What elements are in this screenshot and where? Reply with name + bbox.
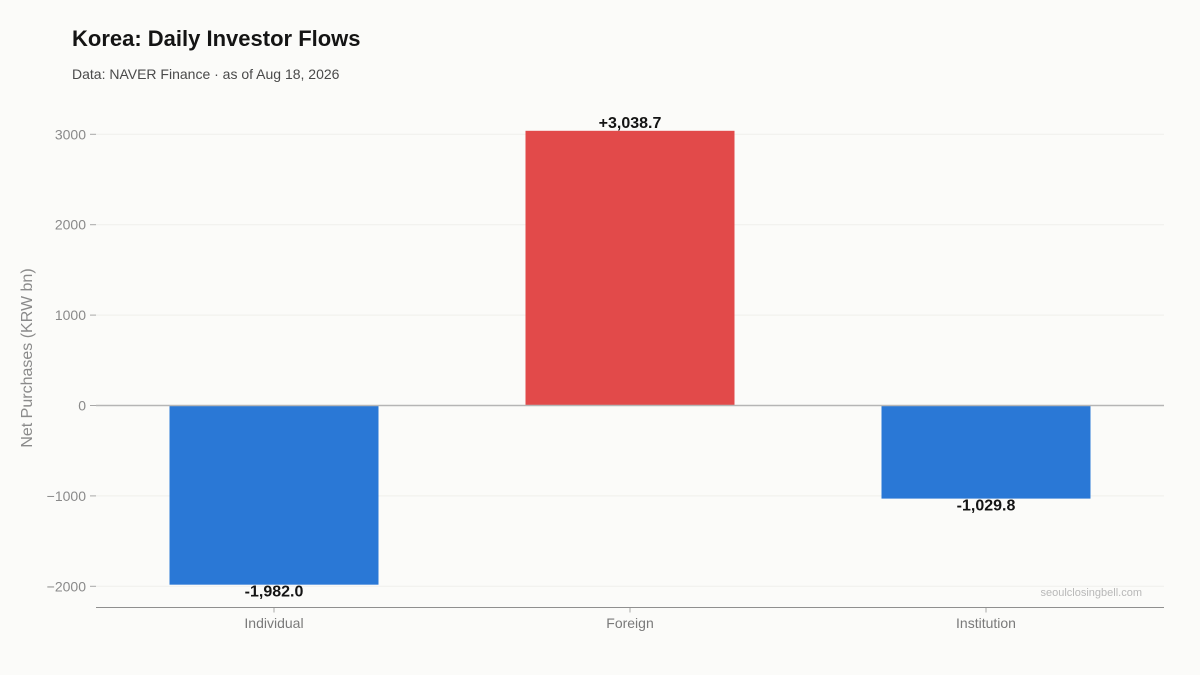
watermark: seoulclosingbell.com [1041,587,1143,599]
y-tick-label: −2000 [47,578,87,594]
chart-subtitle: Data: NAVER Finance · as of Aug 18, 2026 [72,66,340,82]
bar-foreign [525,130,735,406]
data-label: -1,982.0 [245,584,304,601]
data-label: -1,029.8 [957,498,1016,515]
y-tick-label: 1000 [55,307,86,323]
y-tick-label: 3000 [55,126,86,142]
chart-title: Korea: Daily Investor Flows [72,26,361,51]
x-tick-label: Institution [956,615,1016,631]
data-label: +3,038.7 [599,115,662,132]
bar-institution [881,405,1091,499]
y-tick-label: −1000 [47,488,87,504]
data-labels: -1,982.0 +3,038.7 -1,029.8 [245,115,1016,601]
x-tick-label: Foreign [606,615,653,631]
y-tick-label: 0 [78,398,86,414]
x-tick-label: Individual [244,615,303,631]
bars [169,130,1091,585]
y-tick-label: 2000 [55,217,86,233]
y-axis-title: Net Purchases (KRW bn) [19,268,36,447]
axes: 3000 2000 1000 0 −1000 −2000 Individual Foreign… [47,126,1164,631]
bar-individual [169,405,379,585]
